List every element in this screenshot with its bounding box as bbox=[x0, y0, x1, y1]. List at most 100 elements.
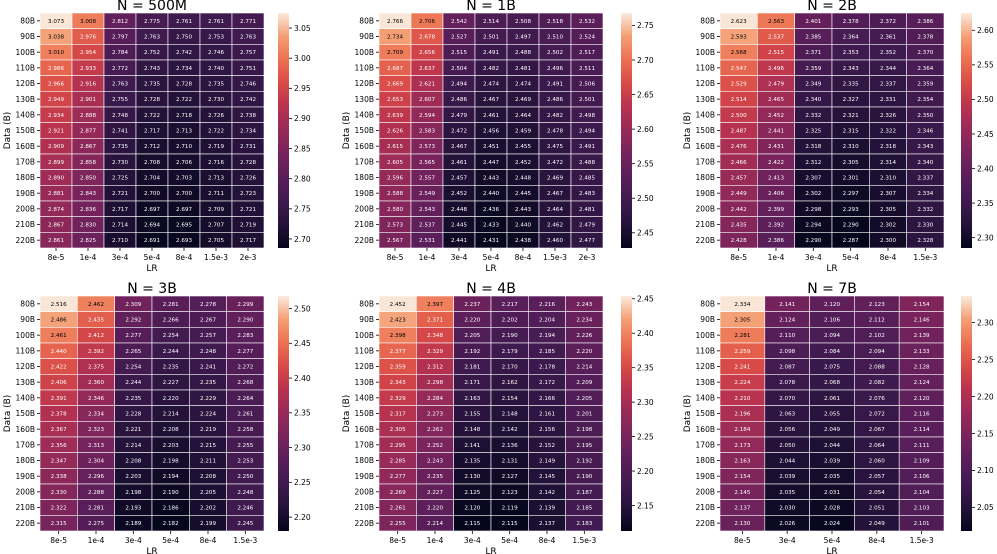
cell-value-label: 2.318 bbox=[805, 144, 821, 150]
colorbar-tick-label: 2.35 bbox=[637, 363, 654, 372]
cell-value-label: 2.874 bbox=[48, 207, 64, 213]
cell-value-label: 2.243 bbox=[427, 459, 443, 465]
cell-value-label: 2.250 bbox=[237, 474, 253, 480]
x-tick-label: 3e-4 bbox=[112, 253, 129, 262]
cell-value-label: 2.035 bbox=[779, 490, 795, 496]
cell-value-label: 2.304 bbox=[88, 459, 104, 465]
cell-value-label: 2.588 bbox=[387, 191, 403, 197]
cell-value-label: 2.087 bbox=[779, 365, 795, 371]
cell-value-label: 2.235 bbox=[427, 474, 443, 480]
cell-value-label: 2.084 bbox=[824, 349, 840, 355]
cell-value-label: 2.717 bbox=[240, 238, 256, 244]
cell-value-label: 2.491 bbox=[483, 50, 499, 56]
cell-value-label: 2.916 bbox=[80, 82, 96, 88]
cell-value-label: 2.730 bbox=[112, 160, 128, 166]
cell-value-label: 2.708 bbox=[144, 160, 160, 166]
cell-value-label: 2.452 bbox=[515, 160, 531, 166]
cell-value-label: 2.504 bbox=[451, 66, 467, 72]
cell-value-label: 2.196 bbox=[734, 412, 750, 418]
cell-value-label: 2.106 bbox=[824, 318, 840, 324]
y-tick-label: 160B bbox=[355, 425, 374, 434]
y-tick-label: 90B bbox=[20, 32, 35, 41]
cell-value-label: 2.119 bbox=[502, 506, 518, 512]
colorbar-tick-label: 2.80 bbox=[294, 175, 311, 184]
cell-value-label: 2.344 bbox=[880, 66, 896, 72]
cell-value-label: 2.098 bbox=[779, 349, 795, 355]
cell-value-label: 2.830 bbox=[80, 223, 96, 229]
cell-value-label: 2.290 bbox=[805, 238, 821, 244]
y-tick-label: 80B bbox=[700, 16, 715, 25]
colorbar-tick-label: 2.05 bbox=[977, 503, 994, 512]
cell-value-label: 2.486 bbox=[547, 97, 563, 103]
y-tick-label: 190B bbox=[16, 189, 35, 198]
cell-value-label: 2.067 bbox=[869, 427, 885, 433]
cell-value-label: 2.726 bbox=[208, 113, 224, 119]
cell-value-label: 2.496 bbox=[547, 66, 563, 72]
colorbar-tick-label: 2.60 bbox=[977, 26, 994, 35]
cell-value-label: 2.615 bbox=[387, 144, 403, 150]
cell-value-label: 2.094 bbox=[869, 349, 885, 355]
colorbar-tick-label: 2.85 bbox=[294, 144, 311, 153]
cell-value-label: 2.334 bbox=[88, 412, 104, 418]
cell-value-label: 2.440 bbox=[51, 349, 67, 355]
y-tick-label: 150B bbox=[16, 409, 35, 418]
y-tick-label: 170B bbox=[696, 157, 715, 166]
cell-value-label: 2.264 bbox=[237, 396, 253, 402]
y-tick-label: 190B bbox=[355, 189, 374, 198]
colorbar-tick-label: 2.30 bbox=[294, 443, 311, 452]
cell-value-label: 3.008 bbox=[80, 19, 96, 25]
cell-value-label: 2.479 bbox=[768, 82, 784, 88]
cell-value-label: 2.135 bbox=[464, 459, 480, 465]
cell-value-label: 2.261 bbox=[390, 506, 406, 512]
cell-value-label: 2.529 bbox=[731, 82, 747, 88]
cell-value-label: 2.268 bbox=[237, 380, 253, 386]
cell-value-label: 2.515 bbox=[451, 50, 467, 56]
cell-value-label: 2.307 bbox=[880, 191, 896, 197]
cell-value-label: 2.431 bbox=[483, 238, 499, 244]
cell-value-label: 2.328 bbox=[917, 238, 933, 244]
cell-value-label: 2.337 bbox=[917, 176, 933, 182]
cell-value-label: 2.460 bbox=[547, 238, 563, 244]
cell-value-label: 2.325 bbox=[805, 129, 821, 135]
cell-value-label: 2.198 bbox=[576, 427, 592, 433]
colorbar-tick-label: 2.45 bbox=[977, 130, 994, 139]
cell-value-label: 2.064 bbox=[869, 443, 885, 449]
cell-value-label: 2.477 bbox=[579, 238, 595, 244]
y-tick-label: 170B bbox=[16, 157, 35, 166]
colorbar-tick-label: 2.90 bbox=[294, 114, 311, 123]
cell-value-label: 2.305 bbox=[880, 207, 896, 213]
cell-value-label: 2.110 bbox=[779, 333, 795, 339]
cell-value-label: 2.055 bbox=[824, 412, 840, 418]
cell-value-label: 2.215 bbox=[200, 443, 216, 449]
cell-value-label: 2.072 bbox=[869, 412, 885, 418]
cell-value-label: 2.288 bbox=[88, 490, 104, 496]
cell-value-label: 2.740 bbox=[208, 66, 224, 72]
cell-value-label: 2.705 bbox=[208, 238, 224, 244]
cell-value-label: 2.063 bbox=[779, 412, 795, 418]
cell-value-label: 2.784 bbox=[112, 50, 128, 56]
x-tick-label: 8e-5 bbox=[387, 253, 404, 262]
y-tick-label: 160B bbox=[355, 142, 374, 151]
y-tick-label: 200B bbox=[696, 204, 715, 213]
y-tick-label: 220B bbox=[16, 519, 35, 528]
cell-value-label: 2.281 bbox=[88, 506, 104, 512]
y-tick-label: 80B bbox=[700, 299, 715, 308]
cell-value-label: 2.155 bbox=[464, 412, 480, 418]
cell-value-label: 2.775 bbox=[144, 19, 160, 25]
panel-title: N = 1B bbox=[466, 0, 516, 14]
colorbar-tick-label: 3.05 bbox=[294, 24, 311, 33]
y-tick-label: 110B bbox=[16, 346, 35, 355]
cell-value-label: 2.479 bbox=[579, 223, 595, 229]
cell-value-label: 2.497 bbox=[515, 35, 531, 41]
cell-value-label: 2.208 bbox=[125, 459, 141, 465]
y-tick-label: 140B bbox=[696, 110, 715, 119]
cell-value-label: 2.104 bbox=[914, 490, 930, 496]
colorbar bbox=[621, 296, 632, 531]
y-tick-label: 210B bbox=[355, 503, 374, 512]
cell-value-label: 2.771 bbox=[240, 19, 256, 25]
cell-value-label: 2.448 bbox=[515, 176, 531, 182]
cell-value-label: 2.292 bbox=[125, 318, 141, 324]
cell-value-label: 2.487 bbox=[731, 129, 747, 135]
cell-value-label: 3.038 bbox=[48, 35, 64, 41]
cell-value-label: 2.203 bbox=[125, 474, 141, 480]
